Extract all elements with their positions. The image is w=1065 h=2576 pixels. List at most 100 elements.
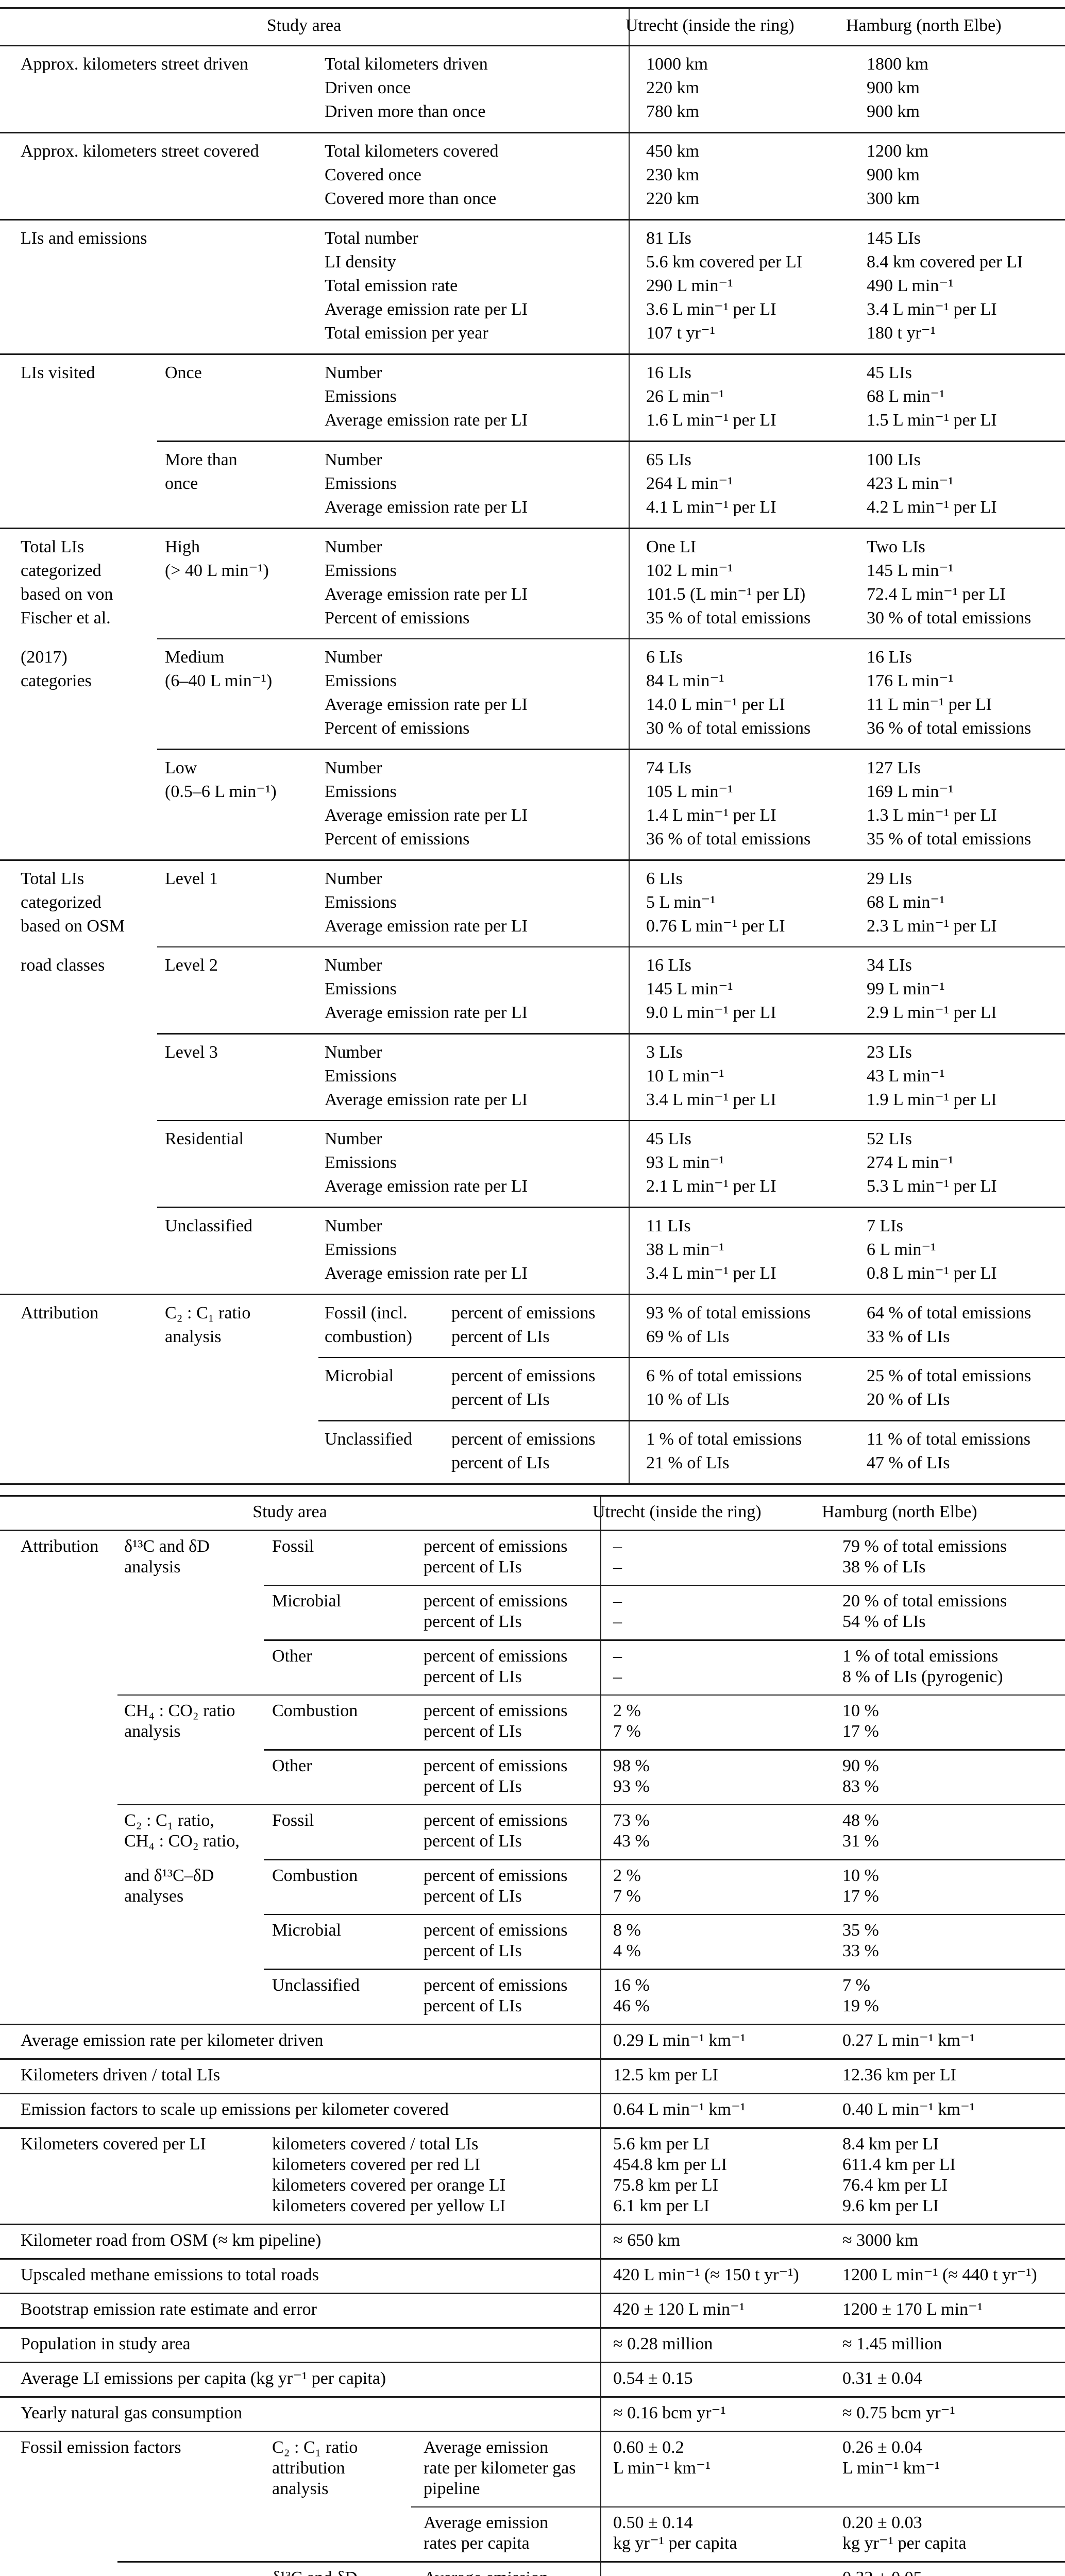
utrecht-col: 0.64 L min⁻¹ km⁻¹ [600, 2099, 842, 2120]
metric-label: Emissions [325, 782, 397, 801]
value-utrecht: – [613, 1591, 622, 1611]
category-col: Total LIs categorized based on OSM [21, 867, 165, 938]
value-utrecht: 102 L min⁻¹ [646, 561, 733, 580]
value-hamburg: 1800 km [867, 55, 928, 74]
section-rule [0, 1293, 1065, 1295]
value-hamburg: 52 LIs [867, 1129, 912, 1148]
value-utrecht: 0.29 L min⁻¹ km⁻¹ [613, 2030, 746, 2050]
row-label: Population in study area [21, 2334, 191, 2353]
value-hamburg: 300 km [867, 189, 920, 208]
value-hamburg: 17 % [842, 1886, 879, 1906]
t1-section-osm-residential: Residential Number Emissions Average emi… [0, 1121, 1065, 1207]
row-label: Average LI emissions per capita (kg yr⁻¹… [21, 2368, 386, 2388]
subsection-rule [411, 2506, 1065, 2507]
metric-label: percent of LIs [451, 1390, 550, 1409]
value-utrecht: 3.4 L min⁻¹ per LI [646, 1263, 776, 1283]
value-hamburg: 29 LIs [867, 869, 912, 888]
utrecht-col: ≈ 650 km [600, 2230, 842, 2251]
metric-label: Emissions [325, 561, 397, 580]
metric-label: Number [325, 648, 382, 667]
value-utrecht: 81 LIs [646, 229, 691, 248]
category-label: (2017) [21, 648, 67, 667]
value-utrecht: 8 % [613, 1921, 641, 1940]
value-hamburg: 2.9 L min⁻¹ per LI [867, 1003, 997, 1022]
hamburg-col: 1200 L min⁻¹ (≈ 440 t yr⁻¹) [842, 2265, 1065, 2285]
hamburg-col: 79 % of total emissions 38 % of LIs [842, 1536, 1065, 1578]
section-rule [0, 859, 1065, 861]
subsection-rule [264, 1859, 1065, 1860]
source-col: Unclassified [272, 1975, 424, 1996]
metric-label: kilometers covered per yellow LI [272, 2196, 506, 2215]
hamburg-col: 8.4 km per LI 611.4 km per LI 76.4 km pe… [842, 2134, 1065, 2216]
metric-label: Average emission rate per LI [325, 1263, 528, 1283]
value-utrecht: 4 % [613, 1941, 641, 1960]
metric-label: percent of LIs [451, 1453, 550, 1472]
fossil-factors-isotope-pipeline: δ¹³C and δD attribution analysis Average… [0, 2562, 1065, 2576]
metric-label: LI density [325, 252, 396, 272]
table1-bottom-rule [0, 1483, 1065, 1485]
metric-label: percent of LIs [424, 1886, 522, 1906]
row-label-col: Bootstrap emission rate estimate and err… [21, 2299, 600, 2320]
source-col: Combustion [272, 1701, 424, 1721]
metric-label: Number [325, 1216, 382, 1235]
t2-section-isotope-other: Other percent of emissions percent of LI… [0, 1640, 1065, 1694]
value-utrecht: – [613, 1536, 622, 1556]
value-hamburg: 7 LIs [867, 1216, 903, 1235]
subcategory-label: (> 40 L min⁻¹) [165, 561, 269, 580]
row-label: Upscaled methane emissions to total road… [21, 2265, 319, 2284]
subsection-rule [157, 1120, 1065, 1121]
t1-section-attribution-fossil: Attribution C₂ : C₁ ratio analysis Fossi… [0, 1295, 1065, 1357]
value-utrecht: 45 LIs [646, 1129, 691, 1148]
metric-col: percent of emissions percent of LIs [424, 1536, 600, 1578]
metric-label: percent of emissions [451, 1366, 596, 1385]
metric-label: Number [325, 1042, 382, 1062]
row-km-driven-per-li: Kilometers driven / total LIs 12.5 km pe… [0, 2059, 1065, 2093]
t2-section-combined-combustion: and δ¹³C–δD analyses Combustion percent … [0, 1860, 1065, 1914]
metric-label: percent of emissions [424, 1866, 568, 1885]
table2-header: Study area Utrecht (inside the ring) Ham… [0, 1496, 1065, 1530]
value-utrecht: – [613, 2568, 842, 2576]
value-utrecht: 65 LIs [646, 450, 691, 469]
value-hamburg: 1.5 L min⁻¹ per LI [867, 411, 997, 430]
value-utrecht: 75.8 km per LI [613, 2175, 718, 2195]
section-rule [0, 2223, 1065, 2225]
value-hamburg: 0.31 ± 0.04 [842, 2368, 922, 2388]
metric-label: Average emission rate per LI [325, 300, 528, 319]
t2-section-combined-unclassified: Unclassified percent of emissions percen… [0, 1970, 1065, 2024]
value-hamburg: kg yr⁻¹ per capita [842, 2534, 967, 2553]
subcategory-col: Once [165, 361, 325, 385]
utrecht-col: 2 % 7 % [600, 1701, 842, 1742]
value-hamburg: 1200 km [867, 142, 928, 161]
hamburg-col: 0.20 ± 0.03 kg yr⁻¹ per capita [842, 2513, 1065, 2554]
metric-label: Average emission [424, 2437, 549, 2457]
subsection-rule [264, 1584, 1065, 1586]
row-label-col: Kilometers covered per LI [21, 2134, 272, 2155]
value-utrecht: 16 LIs [646, 956, 691, 975]
category-col: Fossil emission factors [21, 2437, 272, 2458]
value-hamburg: 54 % of LIs [842, 1612, 926, 1631]
t2-section-ch4co2-other: Other percent of emissions percent of LI… [0, 1750, 1065, 1804]
utrecht-col: 1000 km 220 km 780 km [629, 53, 860, 124]
metric-label: percent of emissions [424, 1756, 568, 1775]
row-bootstrap-estimate: Bootstrap emission rate estimate and err… [0, 2294, 1065, 2327]
subsection-rule [264, 1639, 1065, 1641]
source-label: Microbial [325, 1366, 394, 1385]
subsection-rule [157, 749, 1065, 750]
utrecht-col: ≈ 0.28 million [600, 2334, 842, 2354]
row-avg-emission-per-km-driven: Average emission rate per kilometer driv… [0, 2025, 1065, 2058]
t1-section-attribution-microbial: Microbial percent of emissions percent o… [0, 1358, 1065, 1420]
metric-label: Emissions [325, 892, 397, 912]
metric-col: kilometers covered / total LIs kilometer… [272, 2134, 600, 2216]
hamburg-col: 16 LIs 176 L min⁻¹ 11 L min⁻¹ per LI 36 … [860, 646, 1065, 740]
value-hamburg: ≈ 3000 km [842, 2230, 919, 2250]
value-hamburg: 48 % [842, 1811, 879, 1830]
hamburg-col: 0.27 L min⁻¹ km⁻¹ [842, 2030, 1065, 2051]
value-hamburg: 1.9 L min⁻¹ per LI [867, 1090, 997, 1109]
metric-col: Total number LI density Total emission r… [325, 227, 629, 345]
value-utrecht: 98 % [613, 1756, 650, 1775]
metric-label: Average emission rate per LI [325, 1003, 528, 1022]
value-utrecht: 0.54 ± 0.15 [613, 2368, 693, 2388]
t1-section-osm-level3: Level 3 Number Emissions Average emissio… [0, 1034, 1065, 1120]
subcategory-label: Medium [165, 648, 225, 667]
hamburg-col: ≈ 3000 km [842, 2230, 1065, 2251]
